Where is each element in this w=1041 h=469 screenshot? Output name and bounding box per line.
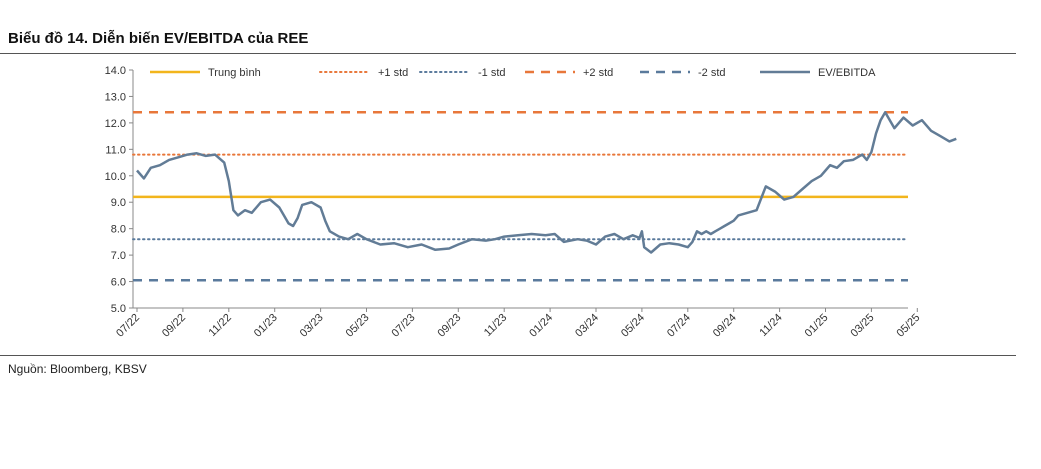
x-tick-label: 05/23 bbox=[344, 312, 372, 340]
y-tick-label: 6.0 bbox=[111, 277, 126, 289]
x-tick-label: 09/24 bbox=[711, 312, 739, 340]
legend-label: -2 std bbox=[698, 67, 726, 79]
y-tick-label: 13.0 bbox=[105, 91, 126, 103]
x-tick-label: 01/24 bbox=[527, 312, 555, 340]
legend-label: Trung bình bbox=[208, 67, 261, 79]
y-tick-label: 9.0 bbox=[111, 197, 126, 209]
source-note: Nguồn: Bloomberg, KBSV bbox=[8, 362, 147, 376]
legend: Trung bình +1 std -1 std +2 std -2 std EV/EBI… bbox=[150, 67, 876, 79]
x-tick-label: 11/23 bbox=[482, 312, 509, 339]
y-tick-label: 7.0 bbox=[111, 250, 126, 262]
x-tick-label: 07/22 bbox=[114, 312, 142, 340]
y-tick-label: 14.0 bbox=[105, 65, 126, 77]
x-tick-label: 11/22 bbox=[207, 312, 234, 339]
legend-label: +1 std bbox=[378, 67, 408, 79]
y-tick-label: 5.0 bbox=[111, 303, 126, 315]
x-tick-label: 05/24 bbox=[619, 312, 647, 340]
legend-label: -1 std bbox=[478, 67, 506, 79]
ev-ebitda-series bbox=[136, 111, 957, 254]
x-tick-label: 01/23 bbox=[252, 312, 280, 340]
top-divider bbox=[0, 53, 1016, 54]
x-tick-label: 01/25 bbox=[803, 312, 831, 340]
axes: 5.0 6.0 7.0 8.0 9.0 10.0 11.0 12.0 13.0 14.0 07/22… bbox=[105, 65, 923, 340]
y-tick-label: 8.0 bbox=[111, 224, 126, 236]
x-tick-label: 03/23 bbox=[298, 312, 326, 340]
x-tick-label: 09/23 bbox=[435, 312, 463, 340]
chart-title: Biểu đồ 14. Diễn biến EV/EBITDA của REE bbox=[8, 30, 309, 47]
legend-label: +2 std bbox=[583, 67, 613, 79]
ev-ebitda-line bbox=[136, 111, 957, 254]
legend-label: EV/EBITDA bbox=[818, 67, 876, 79]
y-tick-label: 12.0 bbox=[105, 118, 126, 130]
reference-lines bbox=[132, 111, 909, 282]
y-tick-label: 10.0 bbox=[105, 171, 126, 183]
x-tick-label: 07/24 bbox=[665, 312, 693, 340]
x-tick-label: 11/24 bbox=[757, 312, 784, 339]
x-tick-label: 05/25 bbox=[894, 312, 922, 340]
x-tick-label: 09/22 bbox=[160, 312, 188, 340]
y-tick-label: 11.0 bbox=[105, 144, 126, 156]
bottom-divider bbox=[0, 355, 1016, 356]
x-tick-label: 03/24 bbox=[573, 312, 601, 340]
x-tick-label: 03/25 bbox=[849, 312, 877, 340]
x-tick-label: 07/23 bbox=[390, 312, 418, 340]
